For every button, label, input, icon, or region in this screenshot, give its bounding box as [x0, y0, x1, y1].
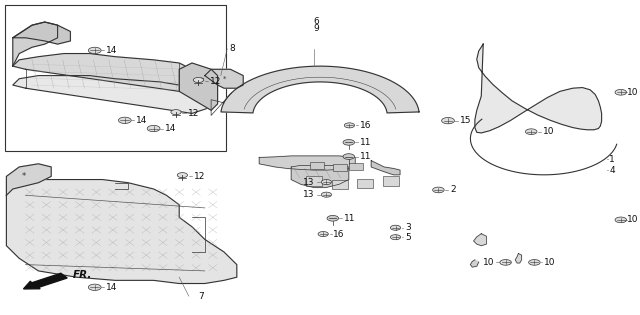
Bar [333, 164, 347, 171]
Polygon shape [6, 180, 237, 284]
Polygon shape [291, 165, 349, 187]
Circle shape [529, 260, 540, 265]
Circle shape [318, 232, 328, 237]
Polygon shape [13, 22, 70, 44]
Circle shape [321, 192, 332, 197]
Polygon shape [475, 44, 602, 133]
Polygon shape [13, 22, 58, 66]
Polygon shape [470, 260, 479, 267]
Text: *: * [22, 172, 26, 181]
FancyArrow shape [24, 273, 67, 289]
Text: 14: 14 [136, 116, 148, 125]
Circle shape [327, 215, 339, 221]
Polygon shape [474, 234, 486, 246]
Bar [5, 5, 226, 151]
Text: 15: 15 [460, 116, 471, 125]
Text: *: * [223, 76, 227, 82]
Text: 7: 7 [198, 292, 204, 301]
Text: 14: 14 [106, 46, 118, 55]
Circle shape [343, 140, 355, 145]
Text: 10: 10 [627, 215, 639, 224]
Polygon shape [179, 63, 218, 110]
Circle shape [615, 89, 627, 95]
Bar [332, 180, 348, 189]
Circle shape [433, 187, 444, 193]
Text: 3: 3 [405, 223, 411, 232]
Bar [306, 176, 322, 186]
Polygon shape [259, 156, 355, 170]
Text: 11: 11 [360, 152, 372, 161]
Bar [310, 162, 324, 169]
Circle shape [321, 180, 332, 185]
Text: 10: 10 [627, 88, 639, 97]
Text: 6: 6 [314, 17, 319, 26]
Circle shape [193, 77, 204, 83]
Text: 14: 14 [106, 283, 118, 292]
Text: 16: 16 [333, 230, 345, 238]
Polygon shape [6, 164, 51, 195]
Text: 8: 8 [229, 44, 235, 53]
Text: 14: 14 [165, 124, 177, 133]
Circle shape [343, 154, 355, 159]
Text: 11: 11 [360, 138, 372, 147]
Text: 16: 16 [360, 121, 371, 130]
Polygon shape [205, 69, 243, 88]
Text: 2: 2 [450, 186, 456, 194]
Text: 4: 4 [609, 166, 615, 175]
Circle shape [118, 117, 131, 123]
Circle shape [344, 123, 355, 128]
Circle shape [525, 129, 537, 135]
Text: 13: 13 [303, 178, 315, 186]
Bar [383, 176, 399, 186]
Circle shape [615, 217, 627, 223]
Text: 1: 1 [609, 155, 615, 163]
Text: 9: 9 [314, 25, 319, 33]
Bar [357, 179, 373, 188]
Circle shape [147, 125, 160, 132]
Polygon shape [13, 76, 211, 113]
Circle shape [442, 117, 454, 124]
Text: 10: 10 [483, 258, 494, 267]
Text: 12: 12 [188, 109, 199, 118]
Polygon shape [221, 66, 419, 113]
Text: FR.: FR. [72, 270, 92, 280]
Text: 12: 12 [194, 172, 205, 181]
Text: 10: 10 [543, 127, 554, 136]
Polygon shape [515, 254, 522, 263]
Circle shape [390, 225, 401, 230]
Circle shape [88, 284, 101, 290]
Polygon shape [371, 161, 400, 175]
Circle shape [390, 235, 401, 240]
Circle shape [177, 173, 188, 178]
Bar [349, 163, 363, 170]
Text: *: * [199, 77, 204, 87]
Text: 12: 12 [210, 77, 221, 86]
Circle shape [171, 110, 181, 115]
Text: 5: 5 [405, 233, 411, 242]
Circle shape [88, 47, 101, 54]
Text: 10: 10 [544, 258, 556, 267]
Polygon shape [13, 54, 198, 91]
Text: 11: 11 [344, 214, 356, 223]
Circle shape [500, 260, 511, 265]
Text: 13: 13 [303, 190, 315, 199]
